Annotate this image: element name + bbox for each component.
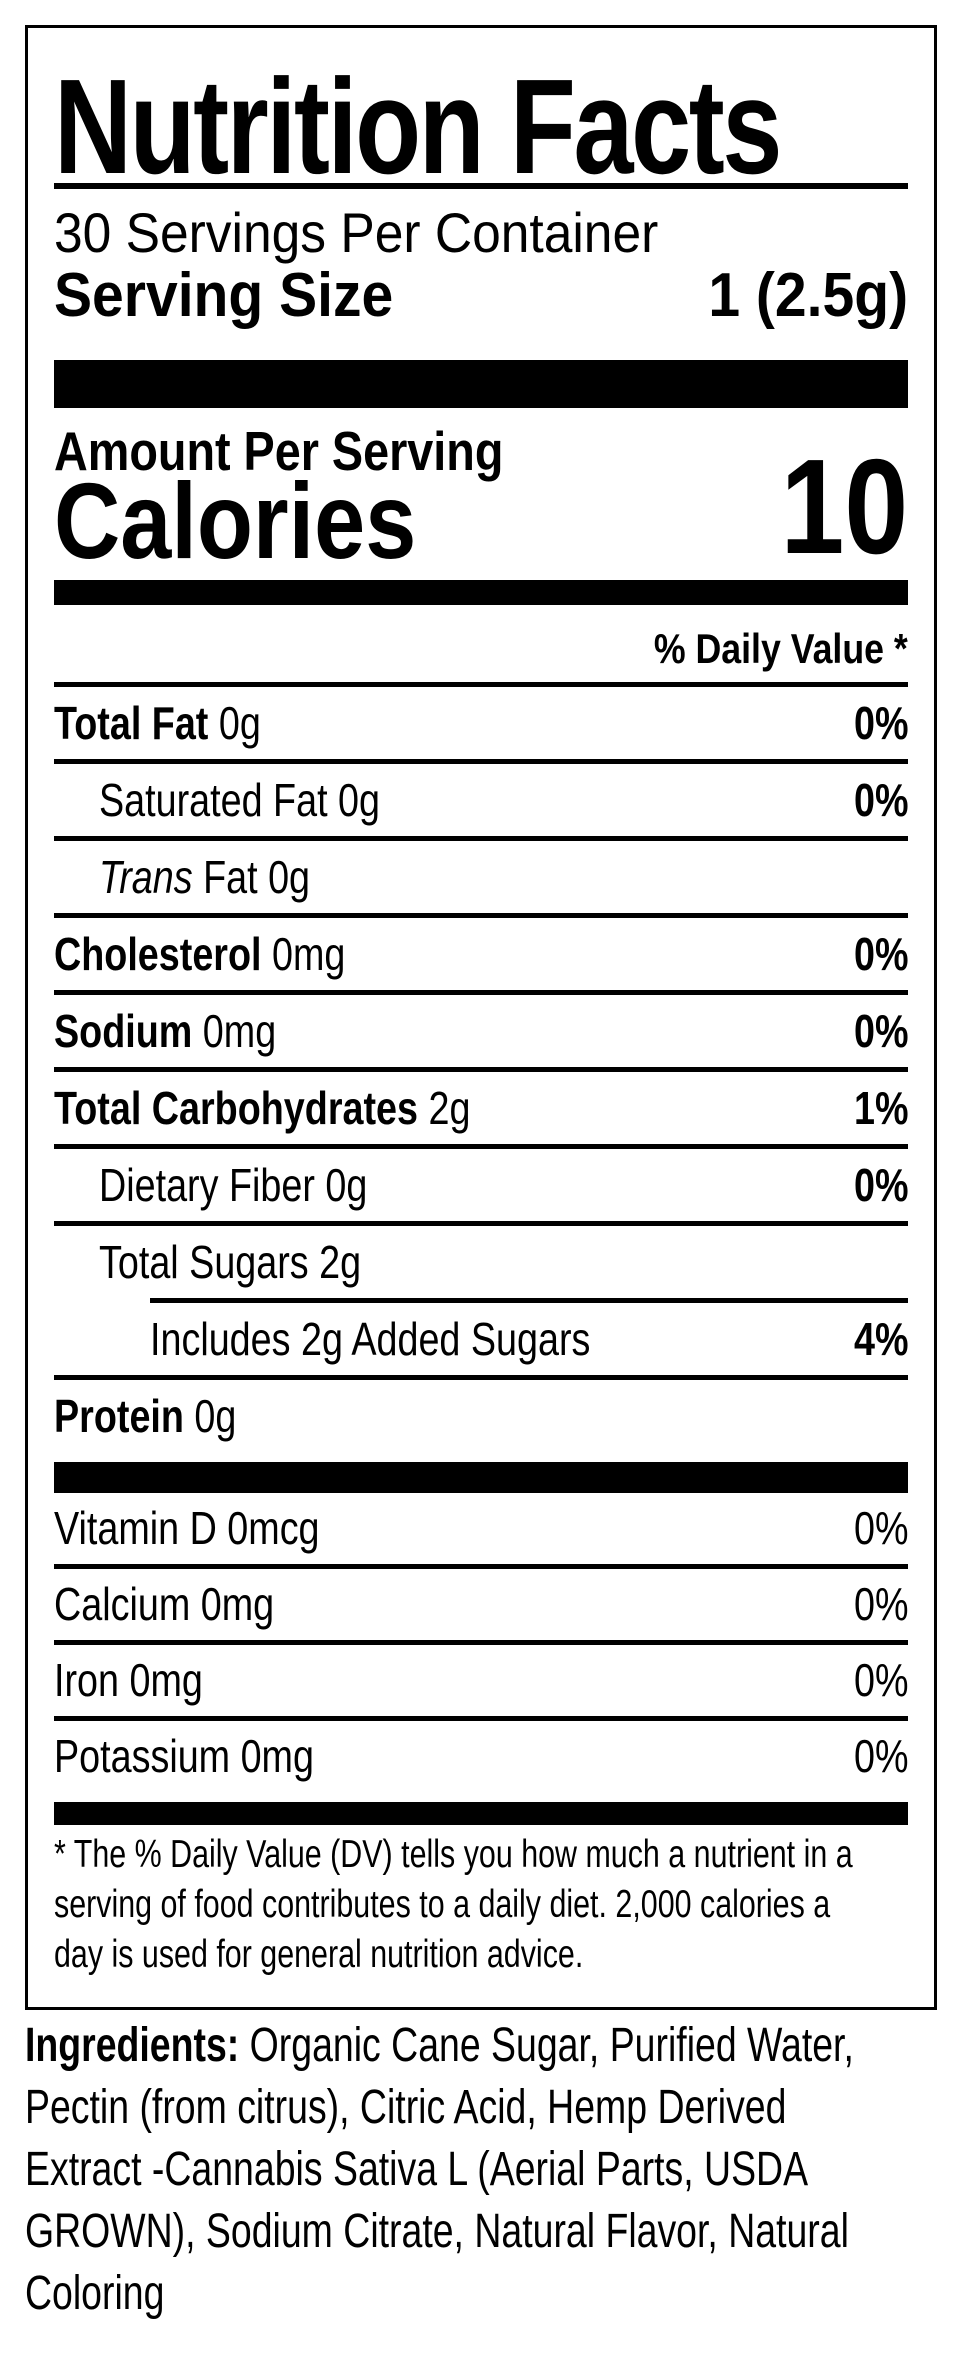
nutrient-label: Potassium 0mg (54, 1730, 314, 1782)
daily-value: 0% (853, 928, 908, 980)
section-separator-bar (54, 580, 908, 605)
nutrient-row: Total Sugars 2g (54, 1226, 908, 1298)
vitamin-table: Vitamin D 0mcg 0% Calcium 0mg 0% Iron 0mg 0% P… (54, 1493, 908, 1797)
section-separator-bar (54, 1462, 908, 1493)
amount-per-serving-label: Amount Per Serving (54, 420, 504, 482)
ingredients-line: Ingredients: Organic Cane Sugar, Purifie… (25, 2019, 854, 2072)
ingredients-paragraph: Ingredients: Organic Cane Sugar, Purifie… (25, 2015, 955, 2325)
nutrient-row: Iron 0mg 0% (54, 1645, 908, 1721)
nutrient-label: Total Carbohydrates 2g (54, 1082, 471, 1134)
nutrient-label: Total Sugars 2g (99, 1236, 362, 1288)
nutrient-row: Protein 0g (54, 1380, 908, 1457)
nutrient-row: Dietary Fiber 0g 0% (54, 1149, 908, 1226)
daily-value: 0% (853, 774, 908, 826)
ingredients-line: GROWN), Sodium Citrate, Natural Flavor, … (25, 2205, 849, 2258)
nutrient-row: Total Carbohydrates 2g 1% (54, 1072, 908, 1149)
calories-row: Calories 10 (54, 439, 908, 581)
nutrient-label: Vitamin D 0mcg (54, 1502, 320, 1554)
nutrition-facts-panel: Nutrition Facts 30 Servings Per Containe… (25, 25, 937, 2010)
section-separator-bar (54, 360, 908, 408)
footnote-line: * The % Daily Value (DV) tells you how m… (54, 1833, 853, 1876)
daily-value: 0% (853, 1502, 908, 1554)
ingredients-line: Coloring (25, 2267, 165, 2320)
nutrient-row: Trans Fat 0g (54, 841, 908, 918)
daily-value: 0% (853, 1654, 908, 1706)
daily-value: 4% (853, 1313, 908, 1365)
nutrient-row: Saturated Fat 0g 0% (54, 764, 908, 841)
calories-value: 10 (780, 431, 908, 582)
ingredients-line: Pectin (from citrus), Citric Acid, Hemp … (25, 2081, 787, 2134)
serving-size-row: Serving Size 1 (2.5g) (54, 265, 908, 327)
nutrient-label: Dietary Fiber 0g (99, 1159, 368, 1211)
nutrient-label: Total Fat 0g (54, 697, 261, 749)
ingredients-heading: Ingredients: (25, 2019, 240, 2072)
calories-label: Calories (54, 460, 417, 581)
nutrient-label: Includes 2g Added Sugars (150, 1313, 591, 1365)
nutrient-row: Calcium 0mg 0% (54, 1569, 908, 1645)
nutrient-label: Protein 0g (54, 1390, 237, 1442)
daily-value-footnote: * The % Daily Value (DV) tells you how m… (54, 1830, 908, 1980)
daily-value: 0% (853, 697, 908, 749)
daily-value: 0% (853, 1005, 908, 1057)
daily-value: 0% (853, 1578, 908, 1630)
indented-divider (150, 1298, 908, 1303)
daily-value-header: % Daily Value * (653, 625, 908, 672)
nutrient-row: Potassium 0mg 0% (54, 1721, 908, 1797)
nutrient-label: Trans Fat 0g (99, 851, 311, 903)
section-separator-bar (54, 1802, 908, 1825)
nutrient-label: Iron 0mg (54, 1654, 203, 1706)
nutrient-row: Total Fat 0g 0% (54, 687, 908, 764)
daily-value: 0% (853, 1730, 908, 1782)
ingredients-line: Extract -Cannabis Sativa L (Aerial Parts… (25, 2143, 809, 2196)
title-divider (54, 183, 908, 189)
serving-size-label: Serving Size (54, 261, 394, 330)
nutrient-label: Saturated Fat 0g (99, 774, 380, 826)
label-title-text: Nutrition Facts (54, 51, 782, 202)
nutrient-row: Includes 2g Added Sugars 4% (54, 1303, 908, 1380)
nutrient-row: Sodium 0mg 0% (54, 995, 908, 1072)
nutrient-table: Total Fat 0g 0% Saturated Fat 0g 0% Trans Fa… (54, 687, 908, 1457)
footnote-line: serving of food contributes to a daily d… (54, 1883, 831, 1926)
nutrient-row: Cholesterol 0mg 0% (54, 918, 908, 995)
nutrient-label: Calcium 0mg (54, 1578, 275, 1630)
nutrient-label: Cholesterol 0mg (54, 928, 346, 980)
divider (54, 682, 908, 687)
servings-per-container: 30 Servings Per Container (54, 201, 659, 264)
serving-size-value: 1 (2.5g) (708, 261, 908, 330)
nutrient-label: Sodium 0mg (54, 1005, 277, 1057)
nutrient-row: Vitamin D 0mcg 0% (54, 1493, 908, 1569)
daily-value: 1% (853, 1082, 908, 1134)
label-title: Nutrition Facts (54, 59, 908, 194)
daily-value: 0% (853, 1159, 908, 1211)
footnote-line: day is used for general nutrition advice… (54, 1933, 584, 1976)
